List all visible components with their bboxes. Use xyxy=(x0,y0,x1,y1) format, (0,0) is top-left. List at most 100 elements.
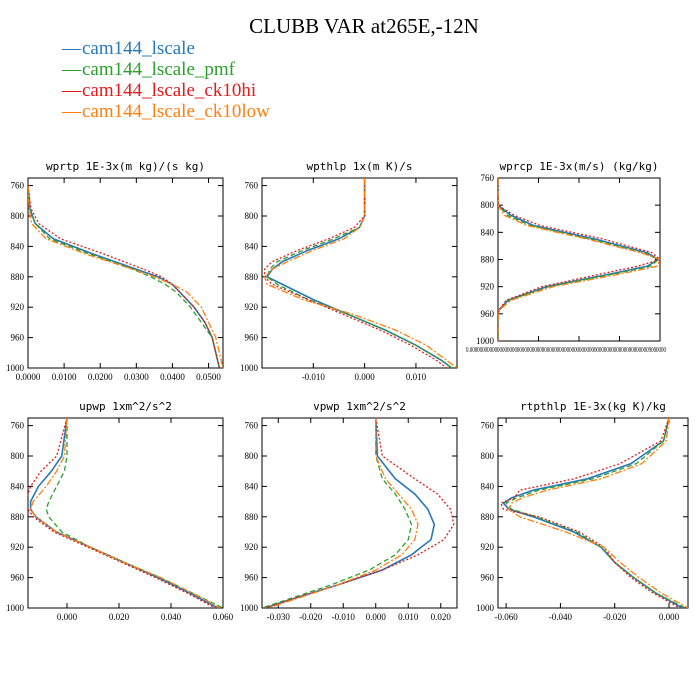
x-tick-label: 0.020 xyxy=(109,612,130,622)
x-tick-label: 0.0000 xyxy=(16,372,41,382)
y-tick-label: 840 xyxy=(11,241,25,251)
y-tick-label: 880 xyxy=(481,512,495,522)
y-tick-label: 880 xyxy=(11,512,25,522)
panel-title: wpthlp 1x(m K)/s xyxy=(307,160,413,173)
legend-label: cam144_lscale xyxy=(82,38,195,59)
y-tick-label: 920 xyxy=(245,542,259,552)
legend-item: —cam144_lscale_ck10low xyxy=(62,101,270,122)
series-line xyxy=(263,178,457,368)
y-tick-label: 960 xyxy=(481,573,495,583)
series-line xyxy=(28,185,221,368)
plot-frame xyxy=(261,417,458,609)
y-tick-label: 840 xyxy=(11,481,25,491)
series-line xyxy=(499,418,681,608)
legend-swatch: — xyxy=(62,101,81,122)
panel-title: wprtp 1E-3x(m kg)/(s kg) xyxy=(46,160,205,173)
x-tick-label: 0.000 xyxy=(57,612,78,622)
panel-title: rtpthlp 1E-3x(kg K)/kg xyxy=(520,400,666,413)
series-line xyxy=(502,418,683,608)
series-line xyxy=(28,185,221,368)
series-line xyxy=(28,185,221,368)
y-tick-label: 920 xyxy=(481,542,495,552)
y-tick-label: 760 xyxy=(481,421,495,431)
y-tick-label: 840 xyxy=(481,227,495,237)
plot-frame xyxy=(27,177,224,369)
series-line xyxy=(265,178,453,368)
y-tick-label: 960 xyxy=(11,333,25,343)
chart-panel: wpthlp 1x(m K)/s 760 800 840 880 920 960 1000 -0… xyxy=(240,160,458,382)
x-tick-label: -0.030 xyxy=(267,612,291,622)
y-tick-label: 960 xyxy=(481,309,495,319)
y-tick-label: 1000 xyxy=(476,603,495,613)
legend-label: cam144_lscale_pmf xyxy=(82,59,236,80)
chart-panel: upwp 1xm^2/s^2 760 800 840 880 920 960 1000 0.00… xyxy=(6,400,234,622)
y-tick-label: 800 xyxy=(481,451,495,461)
x-tick-label: 0.0300 xyxy=(124,372,149,382)
y-tick-label: 880 xyxy=(11,272,25,282)
y-tick-label: 920 xyxy=(481,282,495,292)
series-line xyxy=(508,418,688,608)
y-tick-label: 960 xyxy=(11,573,25,583)
y-tick-label: 760 xyxy=(11,421,25,431)
panel-title: wprcp 1E-3x(m/s) (kg/kg) xyxy=(500,160,659,173)
series-line xyxy=(266,178,453,368)
series-line xyxy=(268,418,419,608)
legend-swatch: — xyxy=(62,80,81,101)
legend-item: —cam144_lscale_ck10hi xyxy=(62,80,270,101)
y-tick-label: 1000 xyxy=(6,603,25,613)
y-tick-label: 1000 xyxy=(6,363,25,373)
x-tick-label: 0.00000000000000000000000000000000000000… xyxy=(466,347,666,354)
series-line xyxy=(28,185,223,368)
series-line xyxy=(263,178,448,368)
y-tick-label: 760 xyxy=(481,173,495,183)
y-tick-label: 800 xyxy=(481,200,495,210)
x-tick-label: -0.010 xyxy=(302,372,326,382)
y-tick-label: 880 xyxy=(481,255,495,265)
y-tick-label: 800 xyxy=(11,451,25,461)
plot-frame xyxy=(27,417,224,609)
y-tick-label: 920 xyxy=(11,542,25,552)
y-tick-label: 960 xyxy=(245,573,259,583)
y-tick-label: 760 xyxy=(245,181,259,191)
y-tick-label: 840 xyxy=(245,481,259,491)
chart-panel: wprtp 1E-3x(m kg)/(s kg) 760 800 840 880 920 9… xyxy=(6,160,224,382)
series-line xyxy=(505,418,686,608)
series-line xyxy=(498,178,660,341)
series-line xyxy=(29,418,221,608)
series-line xyxy=(28,418,216,608)
series-line xyxy=(498,178,660,341)
plot-frame xyxy=(497,177,661,342)
y-tick-label: 920 xyxy=(245,302,259,312)
x-tick-label: -0.020 xyxy=(603,612,627,622)
series-line xyxy=(265,418,455,608)
y-tick-label: 800 xyxy=(11,211,25,221)
panel-title: vpwp 1xm^2/s^2 xyxy=(313,400,406,413)
x-tick-label: 0.010 xyxy=(398,612,419,622)
legend-item: —cam144_lscale xyxy=(62,38,270,59)
x-tick-label: -0.010 xyxy=(332,612,356,622)
legend: —cam144_lscale —cam144_lscale_pmf —cam14… xyxy=(62,38,270,122)
y-tick-label: 800 xyxy=(245,451,259,461)
legend-swatch: — xyxy=(62,59,81,80)
x-tick-label: 0.010 xyxy=(406,372,427,382)
x-tick-label: 0.040 xyxy=(161,612,182,622)
y-tick-label: 840 xyxy=(481,481,495,491)
plot-frame xyxy=(261,177,458,369)
plot-frame xyxy=(497,417,689,609)
series-line xyxy=(262,418,413,608)
legend-label: cam144_lscale_ck10hi xyxy=(82,80,257,101)
x-tick-label: -0.020 xyxy=(299,612,323,622)
y-tick-label: 960 xyxy=(245,333,259,343)
y-tick-label: 880 xyxy=(245,512,259,522)
legend-swatch: — xyxy=(62,38,81,59)
x-tick-label: 0.000 xyxy=(366,612,387,622)
x-tick-label: 0.0200 xyxy=(88,372,113,382)
chart-panel: wprcp 1E-3x(m/s) (kg/kg) 760 800 840 880 920 9… xyxy=(466,160,666,354)
x-tick-label: 0.0100 xyxy=(52,372,77,382)
series-line xyxy=(498,178,660,341)
y-tick-label: 1000 xyxy=(240,603,259,613)
x-tick-label: 0.000 xyxy=(659,612,680,622)
page-title: CLUBB VAR at265E,-12N xyxy=(249,14,479,38)
chart-panel: rtpthlp 1E-3x(kg K)/kg 760 800 840 880 920 960… xyxy=(476,400,689,622)
